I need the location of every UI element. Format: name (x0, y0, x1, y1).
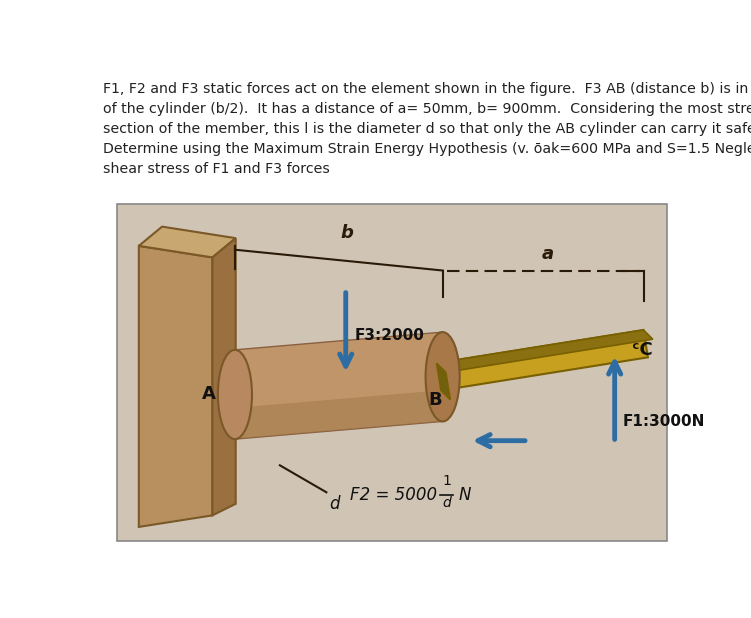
Text: a: a (541, 245, 553, 263)
Text: F2 = 5000: F2 = 5000 (350, 486, 437, 504)
Text: A: A (201, 386, 216, 404)
Polygon shape (139, 246, 213, 527)
Text: F3:2000: F3:2000 (355, 328, 425, 344)
Polygon shape (213, 238, 236, 515)
Text: F1:3000N: F1:3000N (623, 413, 704, 428)
Polygon shape (436, 330, 648, 391)
Text: B: B (428, 391, 442, 409)
Polygon shape (235, 390, 442, 439)
Text: 1: 1 (442, 473, 451, 488)
FancyBboxPatch shape (117, 203, 668, 541)
Polygon shape (235, 332, 442, 439)
Text: b: b (340, 224, 353, 242)
Polygon shape (436, 363, 451, 400)
Text: F1, F2 and F3 static forces act on the element shown in the figure.  F3 AB (dist: F1, F2 and F3 static forces act on the e… (103, 82, 751, 176)
Text: ᶜC: ᶜC (632, 341, 653, 359)
Polygon shape (139, 227, 236, 258)
Text: d: d (442, 496, 451, 510)
Text: d: d (330, 496, 340, 514)
Text: N: N (459, 486, 472, 504)
Ellipse shape (218, 350, 252, 439)
Polygon shape (436, 330, 653, 372)
Ellipse shape (426, 332, 460, 421)
